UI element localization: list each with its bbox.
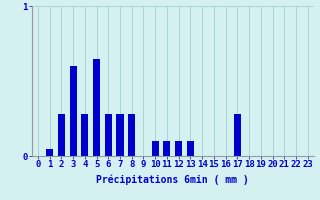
Bar	[81, 114, 88, 156]
Bar	[152, 141, 159, 156]
Bar	[93, 58, 100, 156]
Bar	[187, 141, 194, 156]
Bar	[234, 114, 241, 156]
Bar	[46, 148, 53, 156]
Bar	[116, 114, 124, 156]
Bar	[105, 114, 112, 156]
Bar	[175, 141, 182, 156]
Bar	[164, 141, 171, 156]
X-axis label: Précipitations 6min ( mm ): Précipitations 6min ( mm )	[96, 175, 249, 185]
Bar	[58, 114, 65, 156]
Bar	[69, 66, 76, 156]
Bar	[128, 114, 135, 156]
